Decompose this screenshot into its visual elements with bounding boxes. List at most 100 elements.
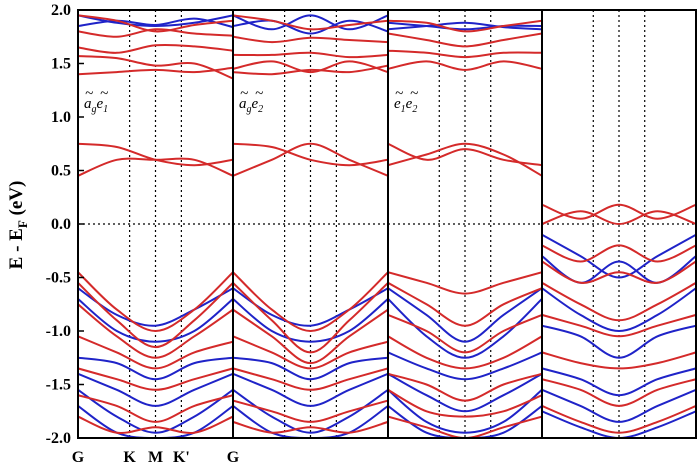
panel-3-plot-area bbox=[388, 10, 542, 438]
red-band-line bbox=[388, 388, 542, 418]
red-band-line bbox=[233, 367, 388, 391]
red-band-line bbox=[542, 378, 696, 407]
red-band-line bbox=[388, 49, 542, 59]
blue-band-line bbox=[388, 389, 542, 434]
red-band-line bbox=[388, 60, 542, 71]
blue-band-line bbox=[233, 405, 388, 438]
red-band-line bbox=[78, 415, 233, 434]
red-band-line bbox=[78, 271, 233, 333]
x-tick-label: G bbox=[72, 449, 85, 466]
blue-band-line bbox=[542, 367, 696, 397]
blue-band-line bbox=[542, 410, 696, 438]
red-band-line bbox=[542, 244, 696, 263]
blue-band-line bbox=[388, 372, 542, 413]
tilde-mark: ~ bbox=[240, 86, 248, 102]
red-band-line bbox=[233, 64, 388, 76]
red-band-line bbox=[388, 313, 542, 354]
red-band-line bbox=[542, 260, 696, 284]
blue-band-line bbox=[78, 372, 233, 407]
red-band-line bbox=[78, 367, 233, 391]
tilde-mark: ~ bbox=[410, 86, 418, 102]
blue-band-line bbox=[78, 298, 233, 343]
red-band-line bbox=[388, 281, 542, 327]
y-tick-label: -0.5 bbox=[46, 270, 71, 287]
red-band-line bbox=[233, 142, 388, 177]
red-band-line bbox=[233, 282, 388, 354]
red-band-line bbox=[233, 14, 388, 31]
blue-band-line bbox=[233, 356, 388, 381]
red-band-line bbox=[233, 335, 388, 370]
red-band-line bbox=[78, 14, 233, 33]
red-band-line bbox=[78, 394, 233, 423]
red-band-line bbox=[233, 399, 388, 423]
panels-layer: age1~ ~age2~ ~e1e2~ ~ bbox=[77, 9, 697, 439]
blue-band-line bbox=[388, 287, 542, 343]
y-tick-label: 2.0 bbox=[51, 2, 71, 19]
red-band-line bbox=[388, 415, 542, 438]
x-tick-label: G bbox=[227, 449, 240, 466]
red-band-line bbox=[542, 203, 696, 220]
blue-band-line bbox=[233, 19, 388, 35]
red-band-line bbox=[542, 313, 696, 338]
panel-3: e1e2~ ~ bbox=[387, 9, 543, 439]
tilde-mark: ~ bbox=[395, 86, 403, 102]
tilde-mark: ~ bbox=[85, 86, 93, 102]
red-band-line bbox=[542, 351, 696, 370]
red-band-line bbox=[78, 66, 233, 76]
blue-band-line bbox=[542, 324, 696, 359]
panel-1: age1~ ~ bbox=[77, 9, 234, 439]
red-band-line bbox=[388, 372, 542, 402]
blue-band-line bbox=[78, 405, 233, 438]
blue-band-line bbox=[542, 388, 696, 423]
red-band-line bbox=[388, 32, 542, 48]
y-axis: 2.0 1.5 1.0 0.5 0.0 -0.5 -1.0 -1.5 -2.0 bbox=[46, 2, 84, 447]
red-band-line bbox=[78, 28, 233, 38]
blue-band-line bbox=[233, 298, 388, 343]
y-tick-label: 1.5 bbox=[51, 56, 71, 73]
y-tick-label: -1.0 bbox=[46, 323, 71, 340]
x-tick-label: M bbox=[148, 449, 163, 466]
blue-band-line bbox=[78, 356, 233, 381]
blue-band-line bbox=[78, 17, 233, 29]
blue-band-line bbox=[233, 14, 388, 31]
red-band-line bbox=[388, 271, 542, 295]
blue-band-line bbox=[388, 405, 542, 438]
panel-label: e1e2 bbox=[394, 96, 417, 115]
red-band-line bbox=[388, 19, 542, 33]
red-band-line bbox=[388, 335, 542, 370]
blue-band-line bbox=[542, 287, 696, 333]
red-band-line bbox=[233, 60, 388, 74]
y-tick-label: 1.0 bbox=[51, 109, 71, 126]
x-tick-label: K' bbox=[173, 449, 190, 466]
panel-label: age2 bbox=[239, 96, 263, 115]
panel-frame bbox=[541, 9, 697, 439]
x-tick-label: K bbox=[123, 449, 136, 466]
tilde-mark: ~ bbox=[255, 86, 263, 102]
red-band-line bbox=[388, 142, 542, 167]
blue-band-line bbox=[78, 287, 233, 327]
blue-band-line bbox=[233, 372, 388, 407]
panel-1-plot-area bbox=[78, 10, 233, 438]
blue-band-line bbox=[78, 388, 233, 434]
panel-4-plot-area bbox=[542, 10, 696, 438]
red-band-line bbox=[233, 271, 388, 333]
panel-2-plot-area bbox=[233, 10, 388, 438]
red-band-line bbox=[78, 303, 233, 359]
blue-band-line bbox=[388, 351, 542, 381]
y-tick-label: 0.5 bbox=[51, 163, 71, 180]
red-band-line bbox=[542, 210, 696, 226]
y-tick-label: 0.0 bbox=[51, 216, 71, 233]
red-band-line bbox=[78, 43, 233, 54]
red-band-line bbox=[78, 157, 233, 177]
tilde-mark: ~ bbox=[100, 86, 108, 102]
red-band-line bbox=[233, 420, 388, 434]
red-band-line bbox=[542, 404, 696, 434]
blue-band-line bbox=[388, 21, 542, 31]
red-band-line bbox=[78, 282, 233, 349]
panel-label: age1 bbox=[84, 96, 108, 115]
red-band-line bbox=[233, 51, 388, 59]
red-band-line bbox=[542, 281, 696, 322]
y-axis-title: E - EF (eV) bbox=[6, 181, 30, 270]
red-band-line bbox=[233, 308, 388, 365]
